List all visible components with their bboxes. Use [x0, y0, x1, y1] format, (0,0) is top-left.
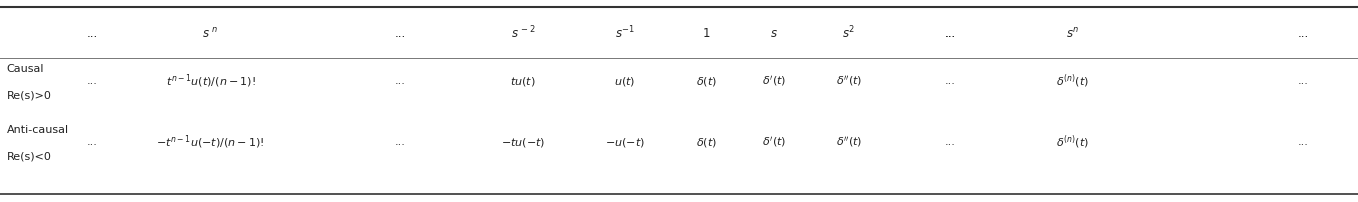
Text: ...: ...: [395, 136, 406, 146]
Text: ...: ...: [87, 136, 98, 146]
Text: $\delta'(t)$: $\delta'(t)$: [762, 135, 786, 148]
Text: $s^{\,-2}$: $s^{\,-2}$: [511, 25, 535, 42]
Text: ...: ...: [945, 27, 956, 40]
Text: $s^{2}$: $s^{2}$: [842, 25, 856, 42]
Text: ...: ...: [945, 136, 956, 146]
Text: $s^{-1}$: $s^{-1}$: [615, 25, 634, 42]
Text: $tu(t)$: $tu(t)$: [511, 74, 535, 87]
Text: $\delta^{(n)}(t)$: $\delta^{(n)}(t)$: [1057, 72, 1089, 89]
Text: $\delta'(t)$: $\delta'(t)$: [762, 74, 786, 88]
Text: ...: ...: [945, 27, 956, 40]
Text: Anti-causal: Anti-causal: [7, 124, 69, 134]
Text: $\delta''(t)$: $\delta''(t)$: [835, 74, 862, 88]
Text: $s^{\ n}$: $s^{\ n}$: [202, 26, 219, 40]
Text: $s$: $s$: [770, 27, 778, 40]
Text: $u(t)$: $u(t)$: [614, 74, 636, 87]
Text: $\delta(t)$: $\delta(t)$: [695, 135, 717, 148]
Text: $1$: $1$: [702, 27, 710, 40]
Text: ...: ...: [1298, 27, 1309, 40]
Text: Re(s)<0: Re(s)<0: [7, 150, 52, 161]
Text: ...: ...: [945, 76, 956, 86]
Text: ...: ...: [87, 27, 98, 40]
Text: ...: ...: [395, 27, 406, 40]
Text: $s^{n}$: $s^{n}$: [1066, 26, 1080, 40]
Text: ...: ...: [395, 76, 406, 86]
Text: Causal: Causal: [7, 64, 45, 74]
Text: $-u(-t)$: $-u(-t)$: [604, 135, 645, 148]
Text: $-tu(-t)$: $-tu(-t)$: [501, 135, 545, 148]
Text: $t^{n-1}u(t)/(n-1)!$: $t^{n-1}u(t)/(n-1)!$: [166, 72, 255, 89]
Text: $\delta''(t)$: $\delta''(t)$: [835, 135, 862, 148]
Text: $-t^{n-1}u(-t)/(n-1)!$: $-t^{n-1}u(-t)/(n-1)!$: [156, 133, 265, 150]
Text: ...: ...: [87, 76, 98, 86]
Text: $\delta(t)$: $\delta(t)$: [695, 74, 717, 87]
Text: $\delta^{(n)}(t)$: $\delta^{(n)}(t)$: [1057, 133, 1089, 150]
Text: ...: ...: [1298, 136, 1309, 146]
Text: Re(s)>0: Re(s)>0: [7, 90, 52, 100]
Text: ...: ...: [1298, 76, 1309, 86]
